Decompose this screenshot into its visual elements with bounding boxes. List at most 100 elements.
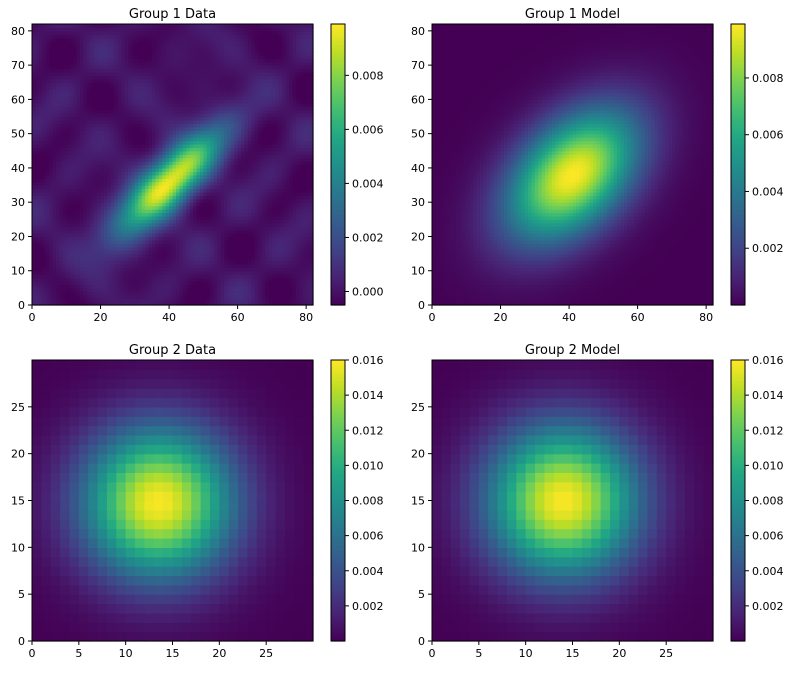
heatmap-cell	[169, 233, 174, 238]
heatmap-cell	[124, 284, 129, 289]
heatmap-cell	[234, 246, 239, 251]
heatmap-cell	[110, 287, 115, 292]
heatmap-cell	[131, 263, 136, 268]
heatmap-cell	[223, 226, 228, 231]
heatmap-cell	[299, 143, 304, 148]
heatmap-cell	[169, 229, 174, 234]
heatmap-cell	[52, 274, 57, 279]
heatmap-cell	[134, 250, 139, 255]
heatmap-cell	[59, 270, 64, 275]
heatmap-cell	[251, 229, 256, 234]
heatmap-cell	[306, 109, 311, 114]
heatmap-cell	[199, 253, 204, 258]
heatmap-cell	[45, 270, 50, 275]
heatmap-cell	[299, 257, 304, 262]
heatmap-cell	[265, 137, 270, 142]
heatmap-cell	[162, 147, 167, 152]
heatmap-cell	[199, 236, 204, 241]
heatmap-cell	[282, 205, 287, 210]
heatmap-cell	[175, 195, 180, 200]
heatmap-cell	[32, 154, 37, 159]
heatmap-cell	[127, 301, 132, 306]
heatmap-cell	[155, 198, 160, 203]
heatmap-cell	[83, 137, 88, 142]
heatmap-cell	[121, 171, 126, 176]
heatmap-cell	[131, 130, 136, 135]
heatmap-cell	[97, 167, 102, 172]
heatmap-cell	[295, 126, 300, 131]
heatmap-cell	[32, 209, 37, 214]
heatmap-cell	[52, 109, 57, 114]
heatmap-cell	[121, 116, 126, 121]
heatmap-cell	[86, 219, 91, 224]
heatmap-cell	[271, 257, 276, 262]
heatmap-cell	[199, 267, 204, 272]
heatmap-cell	[241, 178, 246, 183]
heatmap-cell	[55, 161, 61, 166]
heatmap-cell	[275, 154, 280, 159]
heatmap-cell	[158, 263, 163, 268]
heatmap-cell	[175, 291, 180, 296]
heatmap-cell	[169, 298, 174, 303]
heatmap-cell	[83, 178, 88, 183]
heatmap-cell	[271, 212, 276, 217]
heatmap-cell	[165, 205, 170, 210]
heatmap-cell	[49, 113, 54, 118]
heatmap-cell	[247, 281, 252, 286]
heatmap-cell	[117, 229, 122, 234]
heatmap-cell	[230, 202, 235, 207]
heatmap-cell	[83, 154, 88, 159]
heatmap-cell	[196, 150, 201, 155]
heatmap-cell	[275, 198, 280, 203]
heatmap-cell	[179, 246, 184, 251]
heatmap-cell	[299, 236, 304, 241]
heatmap-cell	[230, 229, 235, 234]
heatmap-cell	[278, 95, 283, 100]
heatmap-cell	[241, 277, 246, 282]
heatmap-cell	[182, 298, 187, 303]
heatmap-cell	[32, 277, 37, 282]
heatmap-cell	[220, 171, 225, 176]
heatmap-cell	[306, 205, 311, 210]
heatmap-cell	[117, 157, 122, 162]
heatmap-cell	[203, 263, 208, 268]
heatmap-cell	[271, 209, 276, 214]
heatmap-cell	[217, 301, 222, 306]
heatmap-cell	[258, 143, 263, 148]
heatmap-cell	[295, 195, 300, 200]
heatmap-cell	[151, 99, 156, 104]
heatmap-cell	[182, 263, 187, 268]
heatmap-cell	[179, 195, 184, 200]
heatmap-cell	[217, 198, 222, 203]
heatmap-cell	[172, 113, 177, 118]
heatmap-cell	[114, 274, 119, 279]
heatmap-cell	[165, 140, 170, 145]
heatmap-cell	[100, 226, 105, 231]
heatmap-cell	[213, 174, 218, 179]
heatmap-cell	[97, 294, 102, 299]
heatmap-cell	[306, 301, 311, 306]
heatmap-cell	[117, 294, 122, 299]
heatmap-cell	[237, 171, 242, 176]
heatmap-cell	[35, 291, 40, 296]
heatmap-cell	[76, 191, 81, 196]
heatmap-cell	[35, 212, 40, 217]
heatmap-cell	[169, 202, 174, 207]
heatmap-cell	[103, 140, 108, 145]
heatmap-cell	[254, 95, 259, 100]
heatmap-cell	[234, 185, 239, 190]
heatmap-cell	[175, 233, 180, 238]
heatmap-cell	[302, 123, 307, 128]
heatmap-cell	[158, 143, 163, 148]
heatmap-cell	[309, 161, 314, 166]
heatmap-cell	[227, 277, 232, 282]
heatmap-cell	[69, 150, 74, 155]
heatmap-cell	[79, 263, 85, 268]
heatmap-cell	[155, 212, 160, 217]
heatmap-cell	[165, 188, 170, 193]
heatmap-cell	[114, 195, 119, 200]
heatmap-cell	[230, 181, 235, 186]
heatmap-cell	[289, 164, 294, 169]
heatmap-cell	[117, 154, 122, 159]
heatmap-cell	[254, 106, 259, 111]
